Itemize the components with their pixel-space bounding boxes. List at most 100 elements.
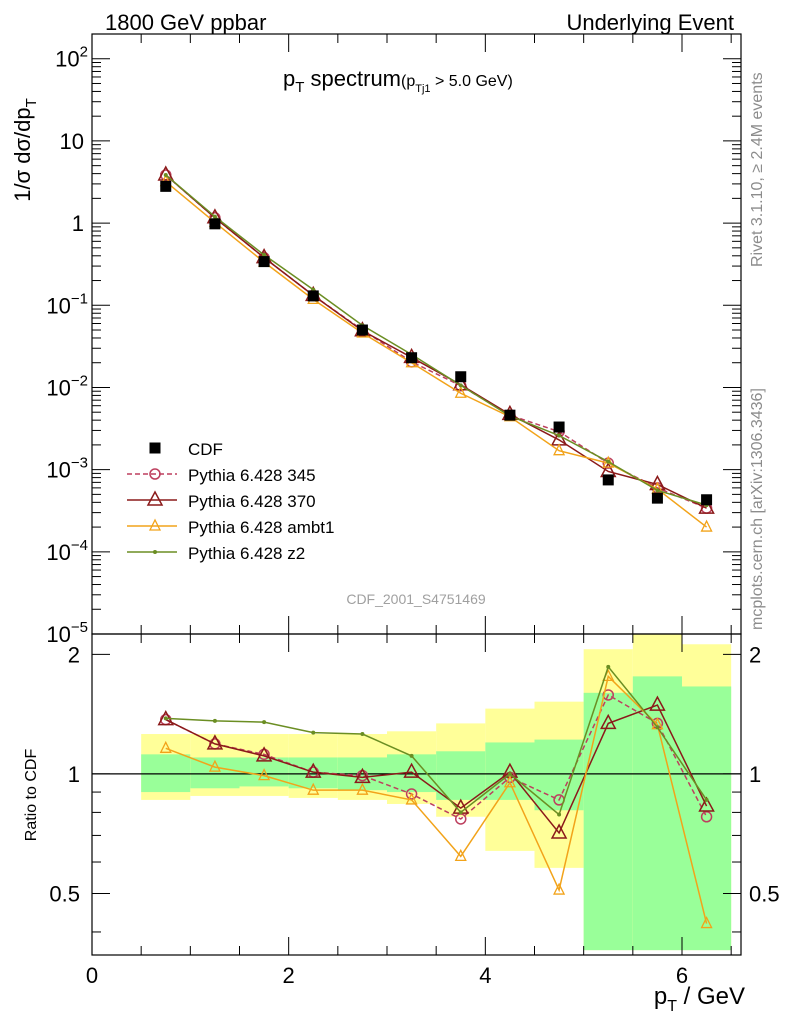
ratio-series-point xyxy=(405,792,418,805)
cdf-data-point xyxy=(406,352,418,364)
ratio-tick-label-left: 1 xyxy=(68,762,80,787)
ratio-series-point xyxy=(405,788,418,800)
legend-label: Pythia 6.428 370 xyxy=(188,492,316,511)
green-band-bin xyxy=(190,757,240,789)
y-tick-label: 10−2 xyxy=(46,372,88,400)
main-series-point xyxy=(700,519,713,532)
y-tick-exponent: −4 xyxy=(71,537,88,554)
ratio-series-point xyxy=(503,775,516,788)
cdf-data-point xyxy=(504,409,516,421)
y-tick-exponent: 2 xyxy=(80,44,88,61)
cdf-data-point xyxy=(553,421,565,433)
ratio-series-point xyxy=(655,725,660,730)
main-series-point xyxy=(606,459,611,464)
ratio-series-point xyxy=(649,695,666,711)
main-series-point xyxy=(655,488,660,493)
main-series-point xyxy=(602,455,615,468)
y-tick-label: 10−3 xyxy=(46,455,88,483)
ratio-series-point xyxy=(553,882,566,895)
green-band-bin xyxy=(583,692,633,951)
ratio-series-point xyxy=(550,823,568,839)
x-axis-label-p: p xyxy=(654,983,667,1010)
ratio-tick-label-left: 2 xyxy=(68,642,80,667)
x-axis-label-sub: T xyxy=(667,998,677,1015)
ratio-series-point xyxy=(454,848,467,862)
svg-text:1/σ dσ/dpT: 1/σ dσ/dpT xyxy=(10,98,40,202)
legend-marker xyxy=(153,550,157,554)
x-axis-label: pT / GeV xyxy=(654,983,745,1015)
ratio-axes: 0.5 0.5 1 1 2 2 0 2 4 6 xyxy=(49,633,780,988)
cdf-data-point xyxy=(455,371,467,383)
y-tick-base: 10 xyxy=(46,458,70,483)
main-ylabel-sub: T xyxy=(23,98,40,107)
y-tick-label: 10−1 xyxy=(46,290,88,318)
panel-title: pT spectrum(pTj1 > 5.0 GeV) xyxy=(283,66,513,96)
x-tick-label: 2 xyxy=(283,963,295,988)
main-series-1 xyxy=(157,165,715,514)
ratio-series-point xyxy=(304,762,322,778)
cdf-data-point xyxy=(701,494,713,506)
main-series-layer xyxy=(157,165,715,532)
ratio-series-point xyxy=(311,730,316,735)
header-energy-label: 1800 GeV ppbar xyxy=(105,10,266,35)
ratio-series-line xyxy=(165,704,708,835)
legend-label: Pythia 6.428 ambt1 xyxy=(188,518,334,537)
rivet-version-label: Rivet 3.1.10, ≥ 2.4M events xyxy=(749,72,766,267)
green-band-bin xyxy=(682,686,732,951)
cdf-data-point xyxy=(602,474,614,486)
ratio-series-point xyxy=(403,762,420,778)
ratio-series-point xyxy=(458,810,463,815)
main-data-cdf xyxy=(160,180,713,506)
y-tick-label: 102 xyxy=(55,44,88,72)
ratio-series-point xyxy=(409,753,414,758)
legend: CDF Pythia 6.428 345 Pythia 6.428 370 Pythi… xyxy=(127,440,334,563)
ratio-series-point xyxy=(159,740,172,753)
main-series-point xyxy=(553,443,566,456)
ratio-ylabel: Ratio to CDF xyxy=(23,749,40,842)
cdf-data-point xyxy=(209,218,221,230)
cdf-data-point xyxy=(307,290,319,302)
main-series-point xyxy=(157,165,175,181)
legend-label-cdf: CDF xyxy=(188,440,223,459)
ratio-series-point xyxy=(606,664,611,669)
ratio-series-point xyxy=(163,716,168,721)
ratio-series-point xyxy=(354,767,371,784)
green-band-bin xyxy=(436,751,486,800)
header-analysis-label: Underlying Event xyxy=(566,10,734,35)
ratio-series-point xyxy=(307,782,320,795)
ratio-frame xyxy=(91,633,742,956)
cdf-data-point xyxy=(651,492,663,504)
ratio-tick-label-right: 0.5 xyxy=(749,881,780,906)
legend-entry-3: Pythia 6.428 z2 xyxy=(127,544,305,563)
y-tick-base: 10 xyxy=(46,622,70,647)
cdf-data-point xyxy=(258,256,270,268)
ratio-series-line xyxy=(165,674,708,924)
legend-label: Pythia 6.428 z2 xyxy=(188,544,305,563)
green-band-bin xyxy=(485,742,535,800)
mcplots-reference-label: mcplots.cern.ch [arXiv:1306.3436] xyxy=(749,388,766,630)
panel-cut-sub: Tj1 xyxy=(415,83,430,95)
ratio-series-line xyxy=(165,693,708,820)
y-tick-base: 10 xyxy=(46,540,70,565)
panel-title-rest: spectrum xyxy=(304,66,401,91)
main-series-point xyxy=(698,498,715,514)
ratio-series-point xyxy=(262,720,267,725)
y-tick-label: 10−5 xyxy=(46,619,88,647)
y-tick-exponent: −2 xyxy=(71,372,88,389)
main-series-line xyxy=(165,174,707,509)
legend-entry-0: Pythia 6.428 345 xyxy=(127,466,316,485)
y-tick-base: 10 xyxy=(55,47,79,72)
main-series-point xyxy=(262,252,267,257)
main-series-line xyxy=(165,181,708,528)
ratio-series-point xyxy=(258,768,271,781)
legend-marker xyxy=(149,468,161,480)
green-band-bin xyxy=(141,754,191,793)
legend-entry-cdf: CDF xyxy=(149,440,223,459)
ratio-series-point xyxy=(212,718,217,723)
legend-marker xyxy=(148,518,162,531)
green-band-bin xyxy=(387,754,437,793)
ratio-series-point xyxy=(356,782,369,795)
ratio-series-point xyxy=(255,746,273,762)
legend-entry-2: Pythia 6.428 ambt1 xyxy=(127,518,334,537)
